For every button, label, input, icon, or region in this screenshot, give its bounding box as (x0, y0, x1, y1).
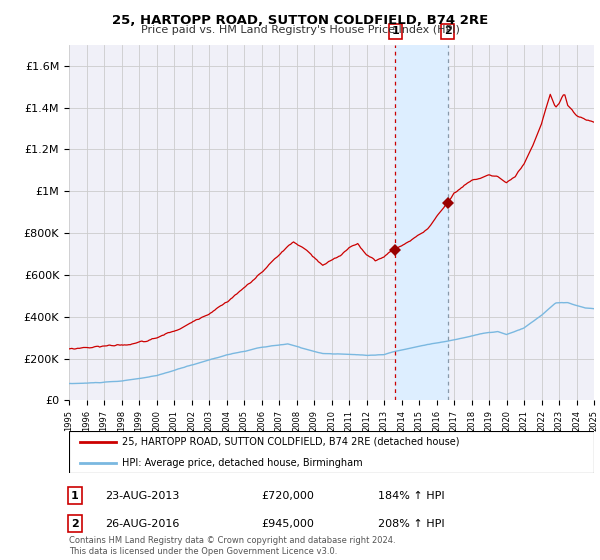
Text: 184% ↑ HPI: 184% ↑ HPI (378, 491, 445, 501)
Text: £945,000: £945,000 (261, 519, 314, 529)
Text: 1: 1 (391, 26, 399, 36)
Text: 26-AUG-2016: 26-AUG-2016 (105, 519, 179, 529)
Text: 2: 2 (71, 519, 79, 529)
Text: Contains HM Land Registry data © Crown copyright and database right 2024.
This d: Contains HM Land Registry data © Crown c… (69, 536, 395, 556)
Text: £720,000: £720,000 (261, 491, 314, 501)
Bar (395, 45, 448, 400)
Text: HPI: Average price, detached house, Birmingham: HPI: Average price, detached house, Birm… (121, 458, 362, 468)
Text: 23-AUG-2013: 23-AUG-2013 (105, 491, 179, 501)
Text: 1: 1 (71, 491, 79, 501)
Text: 25, HARTOPP ROAD, SUTTON COLDFIELD, B74 2RE: 25, HARTOPP ROAD, SUTTON COLDFIELD, B74 … (112, 14, 488, 27)
Text: 25, HARTOPP ROAD, SUTTON COLDFIELD, B74 2RE (detached house): 25, HARTOPP ROAD, SUTTON COLDFIELD, B74 … (121, 437, 459, 447)
Text: 208% ↑ HPI: 208% ↑ HPI (378, 519, 445, 529)
Text: 2: 2 (444, 26, 452, 36)
Text: Price paid vs. HM Land Registry's House Price Index (HPI): Price paid vs. HM Land Registry's House … (140, 25, 460, 35)
